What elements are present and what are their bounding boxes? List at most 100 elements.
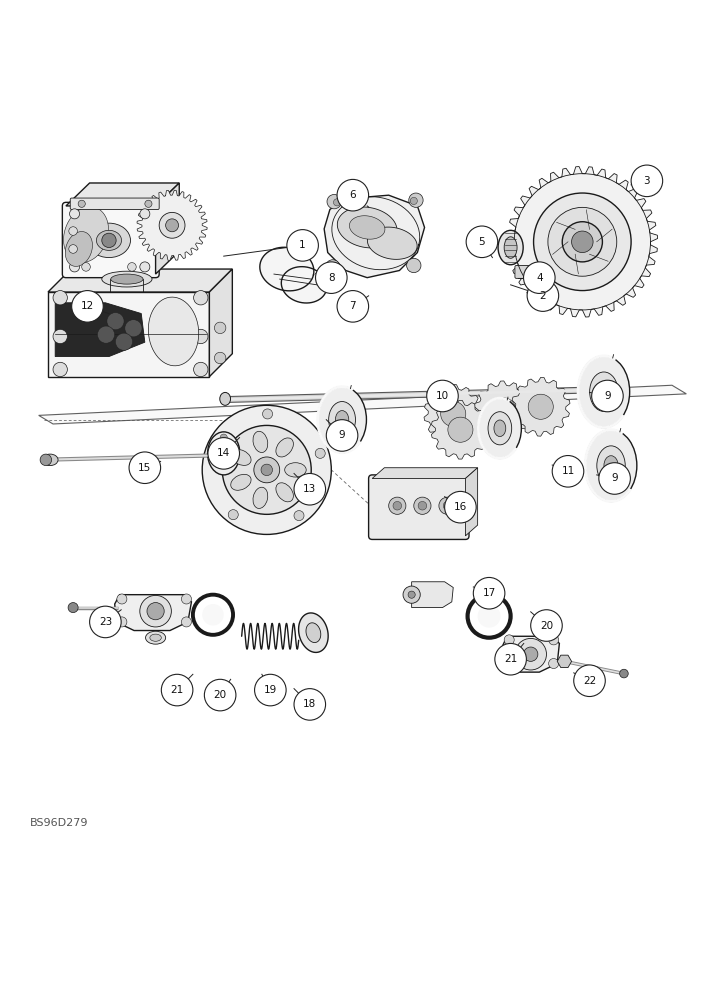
Polygon shape (338, 207, 397, 248)
Ellipse shape (42, 454, 58, 466)
Circle shape (523, 262, 555, 293)
Circle shape (444, 501, 452, 510)
Text: 21: 21 (171, 685, 184, 695)
Polygon shape (148, 297, 199, 366)
Circle shape (327, 194, 341, 209)
Circle shape (140, 209, 150, 219)
Ellipse shape (111, 274, 143, 284)
Ellipse shape (585, 430, 637, 501)
Circle shape (204, 679, 236, 711)
Circle shape (427, 380, 458, 412)
Ellipse shape (328, 402, 356, 438)
Polygon shape (156, 183, 179, 274)
Text: 5: 5 (479, 237, 485, 247)
Ellipse shape (276, 438, 293, 457)
Circle shape (315, 262, 347, 293)
Ellipse shape (590, 372, 618, 411)
Circle shape (215, 322, 226, 334)
Circle shape (40, 454, 52, 466)
Ellipse shape (631, 176, 645, 187)
Ellipse shape (207, 432, 240, 475)
Circle shape (515, 638, 546, 670)
Ellipse shape (494, 420, 505, 437)
Circle shape (72, 291, 103, 322)
Polygon shape (137, 190, 207, 260)
Polygon shape (48, 292, 210, 377)
Circle shape (202, 604, 224, 626)
Ellipse shape (488, 412, 512, 445)
Polygon shape (511, 377, 570, 436)
Circle shape (548, 207, 617, 276)
Circle shape (115, 333, 132, 350)
Circle shape (495, 643, 526, 675)
Circle shape (287, 230, 318, 261)
Text: 12: 12 (81, 301, 94, 311)
Circle shape (125, 320, 142, 337)
Polygon shape (48, 269, 233, 292)
Circle shape (194, 329, 208, 344)
Ellipse shape (253, 431, 268, 453)
Circle shape (107, 313, 124, 330)
Ellipse shape (220, 392, 230, 405)
Circle shape (202, 405, 331, 534)
Circle shape (504, 635, 514, 645)
Circle shape (68, 603, 78, 613)
Circle shape (81, 263, 90, 271)
Circle shape (445, 491, 476, 523)
Polygon shape (412, 582, 453, 608)
Circle shape (504, 659, 514, 669)
Polygon shape (507, 167, 657, 317)
Text: 16: 16 (454, 502, 467, 512)
Circle shape (337, 291, 369, 322)
Circle shape (531, 610, 562, 641)
Polygon shape (260, 247, 314, 291)
Circle shape (261, 464, 272, 476)
Polygon shape (66, 232, 92, 266)
FancyBboxPatch shape (71, 198, 159, 210)
Circle shape (254, 457, 279, 483)
Ellipse shape (578, 356, 630, 428)
Circle shape (477, 605, 500, 628)
Circle shape (315, 448, 325, 458)
Circle shape (410, 197, 418, 205)
Polygon shape (66, 183, 179, 206)
Polygon shape (39, 385, 686, 424)
Polygon shape (372, 468, 477, 478)
Ellipse shape (253, 487, 268, 508)
Circle shape (389, 497, 406, 514)
Ellipse shape (597, 446, 625, 485)
Polygon shape (63, 207, 109, 263)
Circle shape (53, 291, 68, 305)
Circle shape (562, 222, 603, 262)
Polygon shape (557, 655, 572, 668)
Text: 9: 9 (338, 430, 346, 440)
Circle shape (255, 674, 286, 706)
Polygon shape (424, 385, 482, 443)
Text: 19: 19 (264, 685, 277, 695)
Text: 6: 6 (349, 190, 356, 200)
FancyBboxPatch shape (63, 202, 159, 278)
Circle shape (528, 394, 553, 419)
Text: 8: 8 (328, 273, 335, 283)
Circle shape (145, 200, 152, 207)
Polygon shape (299, 613, 328, 652)
Circle shape (127, 263, 136, 271)
Circle shape (549, 635, 559, 645)
Ellipse shape (597, 382, 611, 402)
Circle shape (407, 258, 421, 273)
Ellipse shape (318, 387, 366, 453)
FancyBboxPatch shape (369, 475, 469, 539)
Ellipse shape (276, 483, 293, 502)
Circle shape (263, 409, 273, 419)
Ellipse shape (150, 634, 161, 641)
Text: 17: 17 (482, 588, 496, 598)
Circle shape (527, 280, 559, 311)
Circle shape (222, 425, 311, 514)
Circle shape (441, 401, 466, 426)
Text: BS96D279: BS96D279 (30, 818, 89, 828)
Ellipse shape (230, 449, 251, 465)
Circle shape (574, 665, 606, 697)
Polygon shape (55, 303, 145, 357)
Circle shape (409, 193, 423, 207)
Polygon shape (431, 400, 490, 459)
